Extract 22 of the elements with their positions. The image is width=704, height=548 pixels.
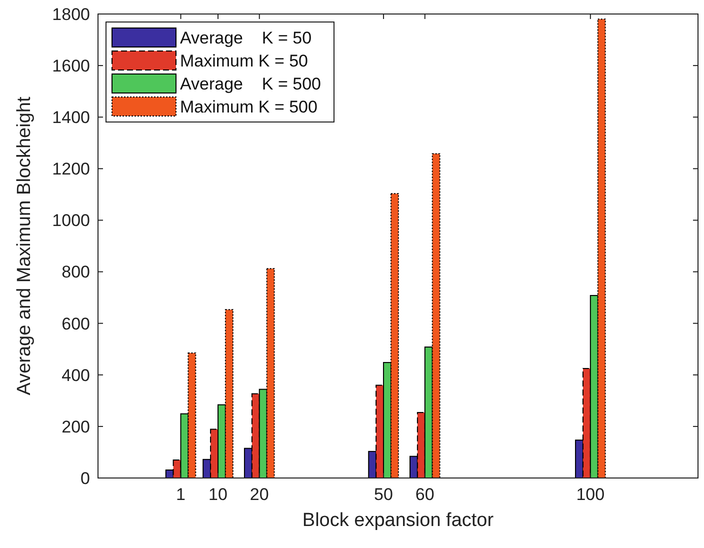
y-tick-label: 1000 <box>52 211 90 230</box>
y-tick-label: 200 <box>62 417 90 436</box>
y-tick-label: 1800 <box>52 4 90 24</box>
y-tick-label: 1200 <box>52 160 90 179</box>
y-tick-label: 600 <box>62 314 90 334</box>
x-tick-label: 20 <box>250 485 269 504</box>
y-axis-title: Average and Maximum Blockheight <box>14 96 35 396</box>
y-tick-label: 0 <box>80 468 90 488</box>
legend-label: Average K = 500 <box>180 74 321 94</box>
y-tick-label: 400 <box>62 366 90 385</box>
y-tick-label: 1600 <box>52 56 90 76</box>
x-tick-label: 100 <box>576 485 605 504</box>
x-tick-label: 50 <box>374 485 393 504</box>
y-tick-label: 800 <box>62 262 90 282</box>
x-tick-label: 60 <box>415 485 434 504</box>
x-axis-title: Block expansion factor <box>302 510 494 531</box>
x-tick-label: 1 <box>176 485 186 504</box>
y-tick-label: 1400 <box>52 108 90 128</box>
legend-label: Average K = 50 <box>180 28 312 48</box>
x-tick-label: 10 <box>208 485 228 504</box>
legend-label: Maximum K = 50 <box>180 51 308 70</box>
legend-label: Maximum K = 500 <box>180 97 318 116</box>
